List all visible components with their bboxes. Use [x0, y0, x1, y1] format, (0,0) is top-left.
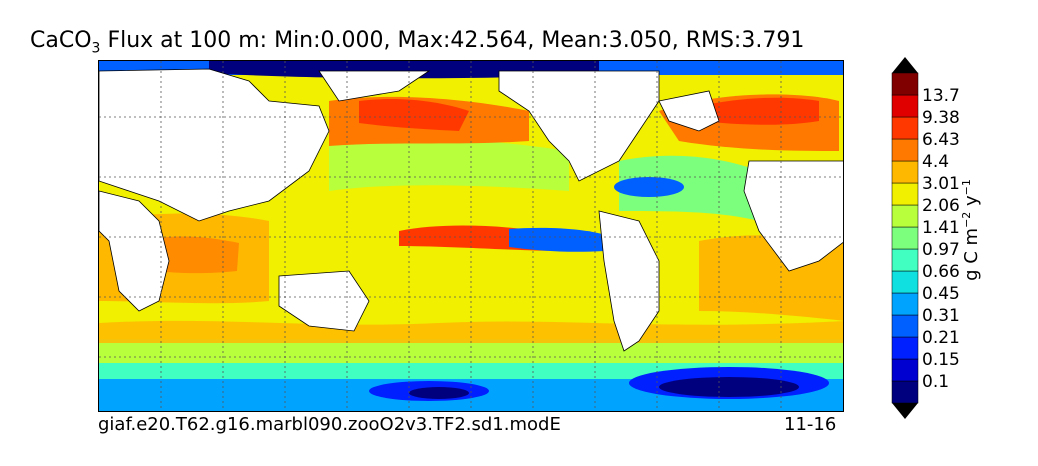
eurasia-west: [99, 68, 330, 222]
australia: [278, 270, 370, 332]
atlantic-gyre-green: [619, 155, 759, 221]
colorbar-tick-label: 0.21: [922, 328, 960, 348]
colorbar-tick-label: 1.41: [922, 218, 960, 238]
colorbar-extend-max: [892, 57, 918, 73]
year-range: 11-16: [784, 414, 837, 435]
colorbar-box: [891, 336, 919, 360]
colorbar-box: [891, 358, 919, 382]
flux-map: [98, 60, 844, 412]
colorbar-tick-label: 0.66: [922, 262, 960, 282]
colorbar-box: [891, 292, 919, 316]
colorbar-box: [891, 160, 919, 184]
colorbar-label: g C m−2 y−1: [960, 170, 984, 290]
colorbar-box: [891, 314, 919, 338]
colorbar-box: [891, 270, 919, 294]
atlantic-gyre-blue: [614, 177, 684, 197]
colorbar-ticks: 0.10.150.210.310.450.660.971.412.063.014…: [922, 86, 960, 392]
colorbar-tick-label: 0.31: [922, 306, 960, 326]
title-subscript: 3: [91, 40, 101, 57]
colorbar-extend-min: [892, 403, 918, 419]
colorbar-box: [891, 138, 919, 162]
map-title: CaCO3 Flux at 100 m: Min:0.000, Max:42.5…: [30, 28, 930, 56]
colorbar-box: [891, 72, 919, 96]
colorbar-box: [891, 226, 919, 250]
colorbar-tick-label: 2.06: [922, 196, 960, 216]
colorbar-box: [891, 380, 919, 404]
antarctic-low-3: [659, 377, 799, 397]
label-exp1: −2: [960, 211, 973, 228]
colorbar-tick-label: 0.15: [922, 350, 960, 370]
map-canvas: [99, 61, 843, 411]
north-atlantic-red: [699, 97, 819, 125]
label-exp2: −1: [960, 179, 973, 196]
colorbar-tick-label: 4.4: [922, 152, 949, 172]
equatorial-blue: [509, 227, 609, 252]
siberia-north: [318, 70, 431, 102]
colorbar-tick-label: 6.43: [922, 130, 960, 150]
colorbar-tick-label: 13.7: [922, 86, 960, 106]
graticule: [99, 61, 843, 411]
greenland: [658, 90, 720, 132]
colorbar-box: [891, 248, 919, 272]
colorbar-tick-label: 0.45: [922, 284, 960, 304]
africa-east: [99, 190, 170, 312]
colorbar-tick-label: 0.97: [922, 240, 960, 260]
colorbar: 0.10.150.210.310.450.660.971.412.063.014…: [891, 57, 960, 419]
colorbar-tick-label: 9.38: [922, 108, 960, 128]
colorbar-tick-label: 0.1: [922, 372, 949, 392]
colorbar-box: [891, 182, 919, 206]
label-base: g C m: [961, 227, 982, 281]
colorbar-tick-label: 3.01: [922, 174, 960, 194]
title-suffix: Flux at 100 m: Min:0.000, Max:42.564, Me…: [100, 28, 805, 53]
north-pacific-green: [329, 136, 569, 191]
north-america: [498, 70, 660, 182]
south-america: [598, 210, 660, 352]
label-mid: y: [961, 195, 982, 212]
africa-west: [743, 160, 843, 272]
colorbar-box: [891, 94, 919, 118]
title-prefix: CaCO: [30, 28, 92, 53]
colorbar-boxes: [891, 57, 919, 419]
colorbar-box: [891, 116, 919, 140]
antarctic-low-4: [409, 387, 469, 399]
colorbar-box: [891, 204, 919, 228]
north-pacific-red: [359, 99, 469, 131]
land-masses: [99, 68, 843, 352]
case-name: giaf.e20.T62.g16.marbl090.zooO2v3.TF2.sd…: [98, 414, 561, 435]
